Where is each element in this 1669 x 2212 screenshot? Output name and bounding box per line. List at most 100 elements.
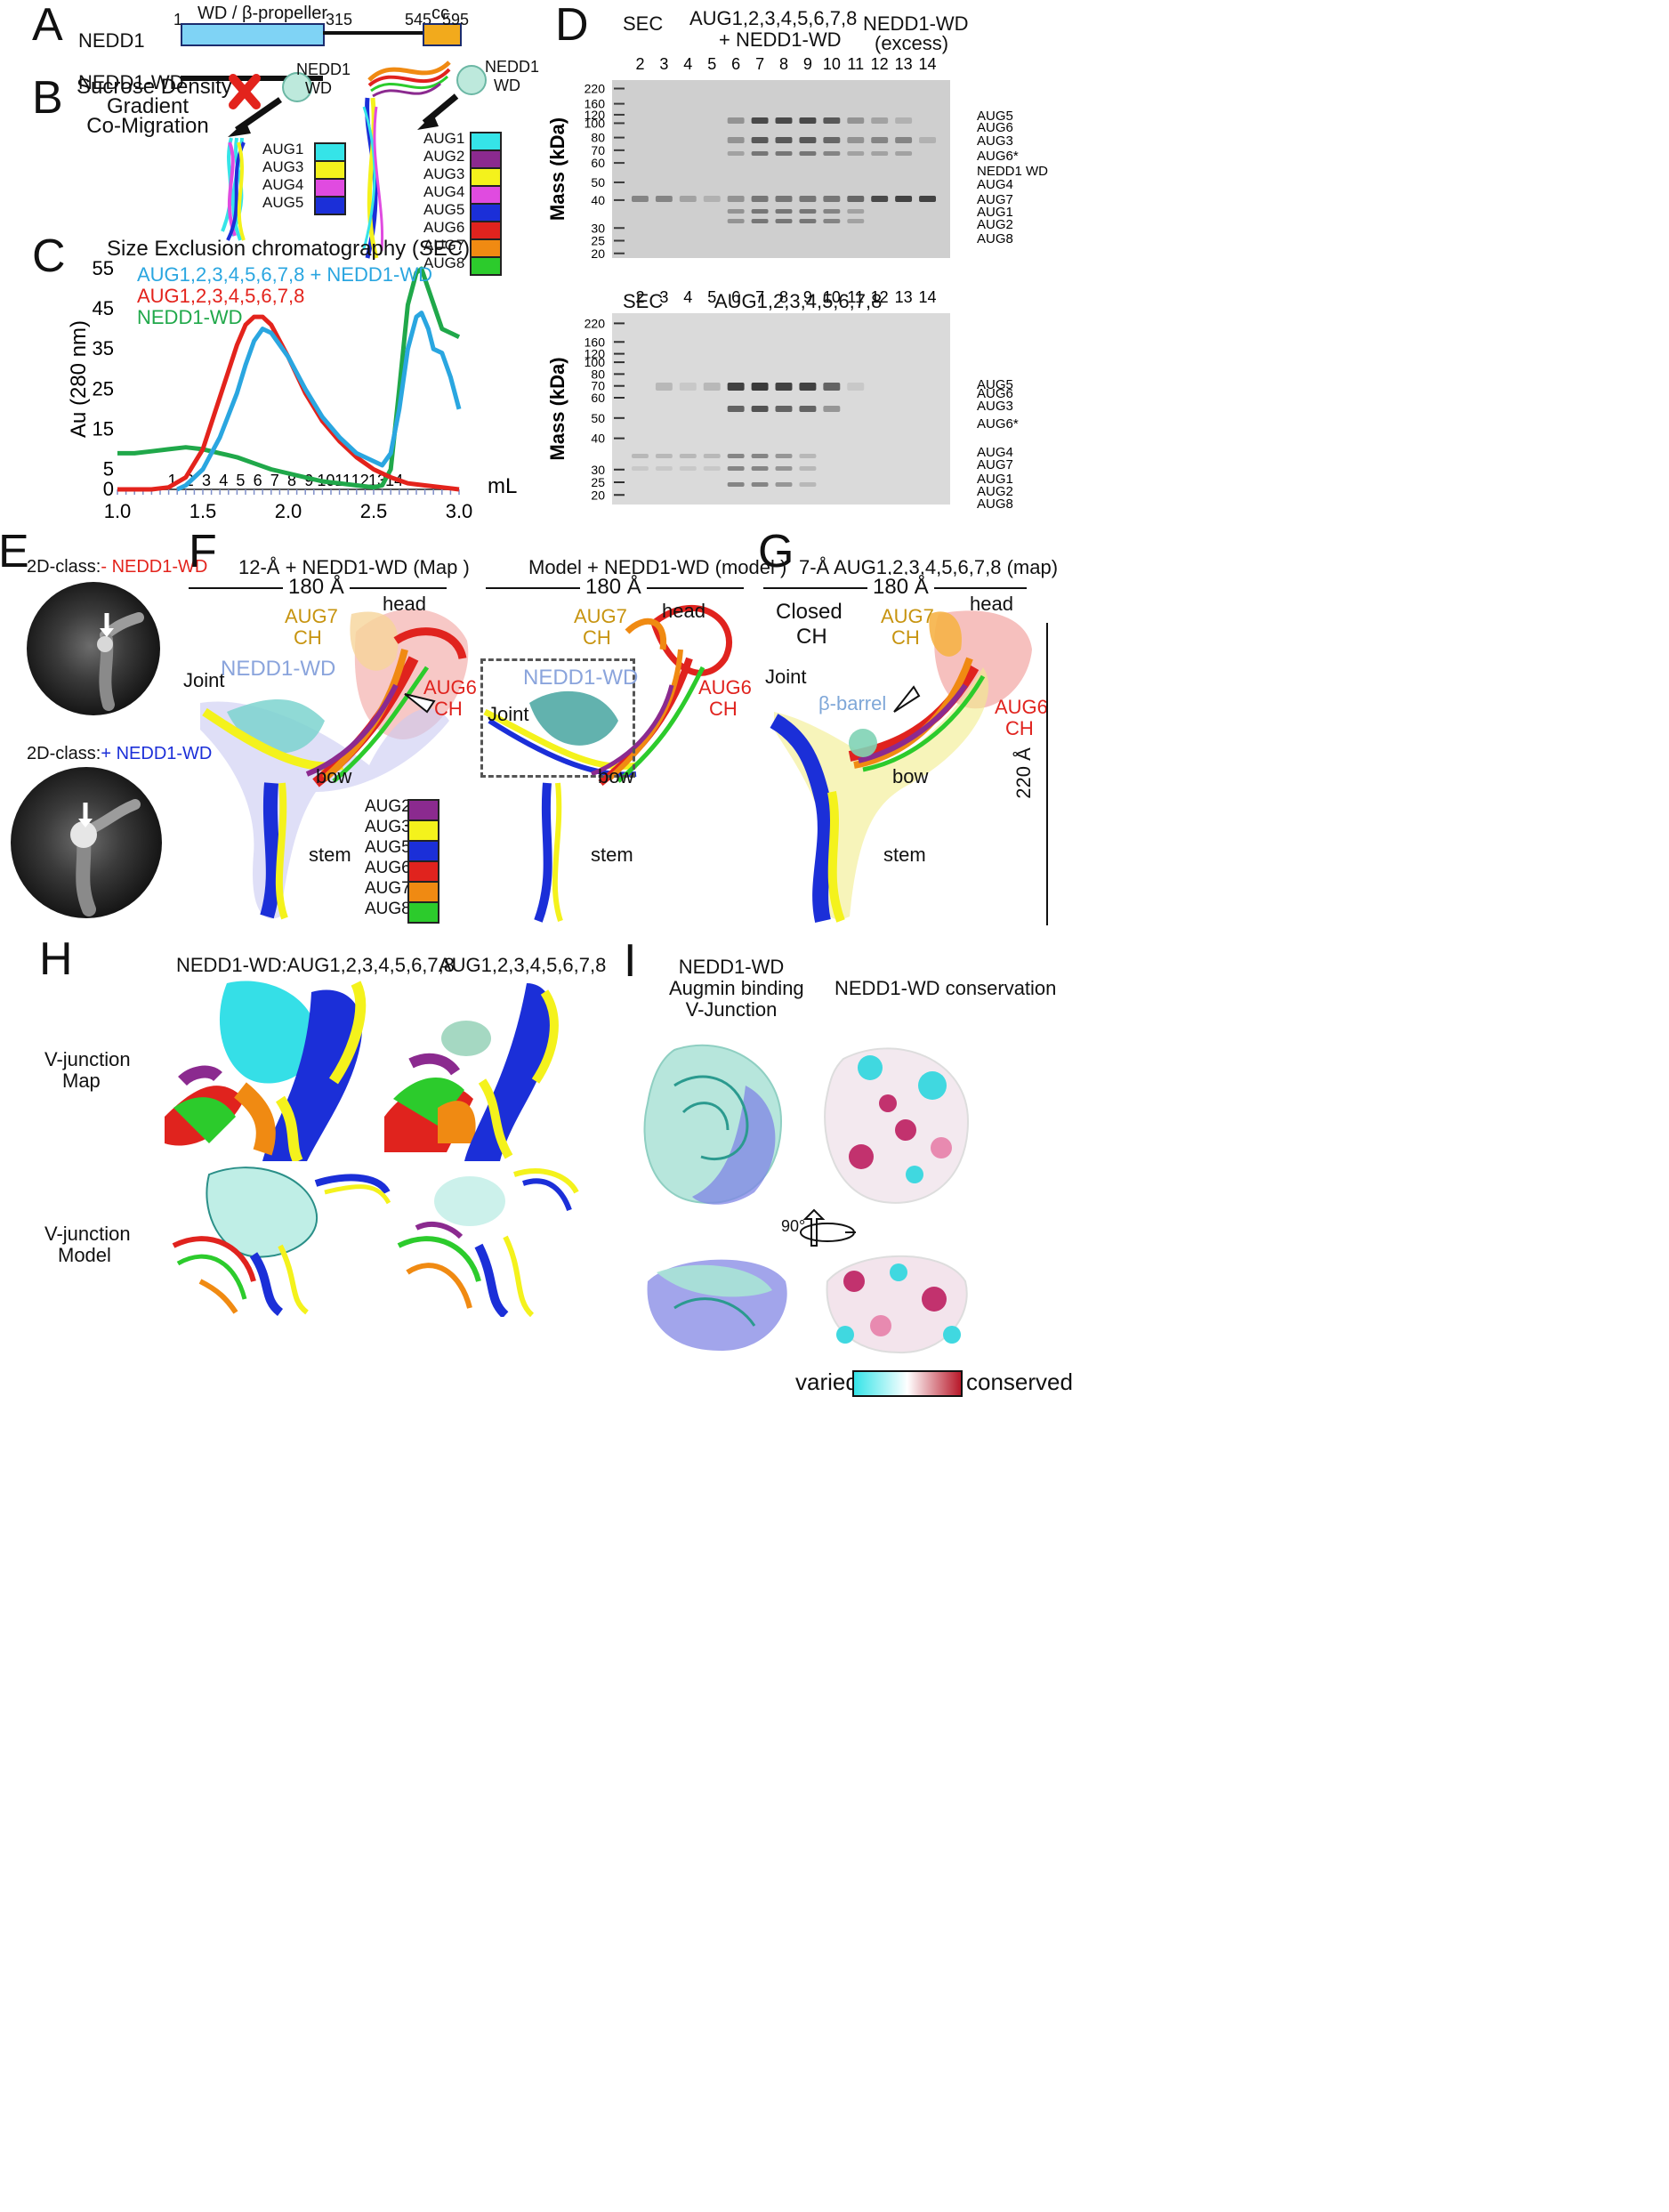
- gel-band: [871, 196, 889, 202]
- gel-band: [799, 137, 817, 143]
- i-col1-line-1: NEDD1-WD: [678, 956, 785, 978]
- gel-band: [799, 219, 817, 223]
- wd-domain-bar: [181, 23, 325, 46]
- nedd1-wd-propeller-icon: [282, 72, 312, 102]
- chart-title: Size Exclusion chromatography (SEC): [107, 237, 471, 261]
- legend-b1-swatch-aug1: [314, 142, 346, 162]
- legend-b1-label-aug5: AUG5: [262, 194, 304, 211]
- lane-number: 5: [707, 288, 716, 306]
- closed-ch-label-1: Closed: [776, 600, 843, 624]
- band-label: AUG6: [977, 120, 1013, 135]
- legend-f-swatch-aug3: [407, 819, 439, 842]
- fraction-number: 8: [287, 472, 296, 489]
- gel-band: [727, 196, 745, 202]
- augmin-map-structure: [200, 609, 469, 920]
- mass-marker-label: 60: [591, 156, 605, 170]
- bow-label-model: bow: [598, 765, 634, 787]
- joint-label-g: Joint: [765, 666, 807, 688]
- x-tick-label: 2.0: [275, 500, 302, 522]
- gel-band: [727, 209, 745, 214]
- gel-bottom-complex-header: AUG1,2,3,4,5,6,7,8: [714, 290, 883, 312]
- mass-axis-label: Mass (kDa): [546, 117, 568, 221]
- mass-marker-label: 25: [591, 234, 605, 248]
- legend-b2-label-aug5: AUG5: [423, 201, 465, 218]
- mass-marker-label: 120: [585, 347, 606, 361]
- head-label-g: head: [970, 593, 1013, 615]
- mass-marker-label: 120: [585, 108, 606, 122]
- gel-band: [871, 137, 889, 143]
- gel-band: [895, 151, 913, 156]
- x-axis-label: mL: [488, 474, 517, 498]
- fraction-number: 7: [270, 472, 279, 489]
- stem-label-f: stem: [309, 844, 351, 866]
- head-label-model: head: [662, 600, 705, 622]
- scale-low-label: varied: [795, 1368, 859, 1395]
- gel-band: [727, 219, 745, 223]
- legend-b2-label-aug4: AUG4: [423, 183, 465, 200]
- band-label: AUG2: [977, 217, 1013, 232]
- gel-band: [799, 454, 817, 458]
- nedd1-wd-binding-surface-bottom: [647, 1259, 787, 1352]
- band-label: AUG1: [977, 472, 1013, 487]
- series-line-1: [176, 311, 462, 492]
- aug6-ch-g-2: CH: [1005, 717, 1034, 739]
- scale-f1: 180 Å: [283, 575, 350, 600]
- nedd1-wd-propeller-icon: [456, 65, 487, 95]
- mass-marker-label: 20: [591, 246, 605, 261]
- height-scale-bar: [1046, 623, 1048, 925]
- gel-band: [823, 137, 841, 143]
- legend-b2-swatch-aug1: [470, 132, 502, 151]
- class-plus-label: 2D-class:+ NEDD1-WD: [27, 744, 213, 763]
- linker-line: [323, 31, 423, 35]
- legend-b2-label-aug1: AUG1: [423, 130, 465, 147]
- band-label: AUG6*: [977, 149, 1019, 164]
- legend-b2-swatch-aug5: [470, 203, 502, 222]
- mass-marker-label: 160: [585, 97, 606, 111]
- gel-band: [655, 466, 673, 471]
- pos-315: 315: [326, 11, 353, 28]
- fraction-number: 11: [335, 472, 351, 489]
- augmin-model-structure: [483, 604, 732, 923]
- lane-number: 9: [803, 55, 812, 73]
- gel-band: [775, 454, 793, 458]
- legend-f-label-aug6: AUG6: [365, 859, 411, 877]
- lane-number: 2: [635, 288, 644, 306]
- nedd1-wd-row-label: NEDD1-WD: [78, 71, 184, 93]
- red-x-icon: [229, 74, 261, 109]
- gel-band: [751, 151, 769, 156]
- legend-b2-label-aug6: AUG6: [423, 219, 465, 236]
- legend-entry-2: AUG1,2,3,4,5,6,7,8: [137, 285, 304, 307]
- scale-high-label: conserved: [966, 1368, 1073, 1395]
- gel-band: [799, 406, 817, 412]
- gel-top-sec-header: SEC: [623, 12, 664, 35]
- legend-f-swatch-aug6: [407, 860, 439, 883]
- gel-band: [751, 383, 769, 391]
- panel-label-h: H: [39, 933, 73, 985]
- nedd1-wd-conservation-top: [824, 1047, 970, 1204]
- mass-axis-label: Mass (kDa): [546, 357, 568, 460]
- band-label: AUG1: [977, 205, 1013, 220]
- gel-band: [727, 117, 745, 124]
- bow-label-g: bow: [892, 765, 929, 787]
- fraction-number: 1: [168, 472, 177, 489]
- mass-marker-label: 60: [591, 391, 605, 405]
- joint-label-model: Joint: [488, 703, 529, 725]
- x-tick-label: 1.0: [104, 500, 132, 522]
- nedd1-wd-label-right-2: WD: [494, 77, 520, 94]
- mass-marker-label: 40: [591, 193, 605, 207]
- nedd1-row-label: NEDD1: [78, 29, 145, 52]
- gel-band: [703, 196, 721, 202]
- method-line-1: Sucrose Density: [77, 75, 232, 99]
- gel-band: [895, 117, 913, 124]
- nedd1-wd-label-left-2: WD: [305, 79, 332, 97]
- legend-f-label-aug8: AUG8: [365, 900, 411, 918]
- x-tick-label: 1.5: [189, 500, 217, 522]
- gel-band: [775, 151, 793, 156]
- y-tick-label: 0: [103, 478, 114, 500]
- legend-b1-label-aug1: AUG1: [262, 141, 304, 157]
- i-col2-header: NEDD1-WD conservation: [834, 977, 1057, 999]
- legend-f-swatch-aug7: [407, 881, 439, 903]
- aug6-ch-model-1: AUG6: [698, 676, 752, 698]
